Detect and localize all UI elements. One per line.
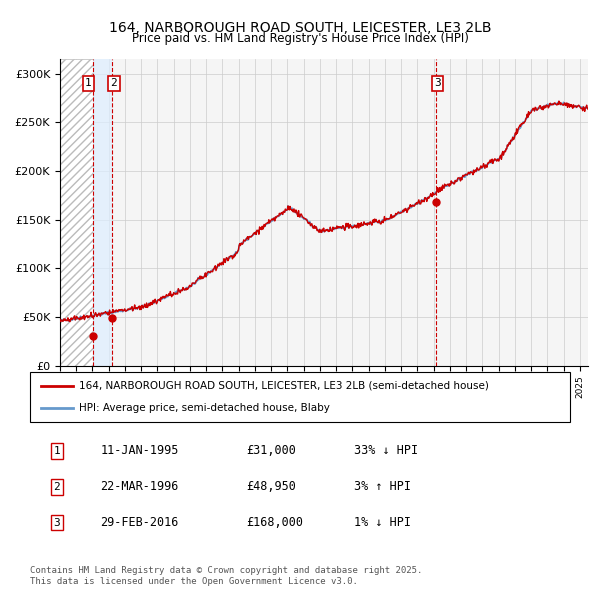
- Text: Contains HM Land Registry data © Crown copyright and database right 2025.
This d: Contains HM Land Registry data © Crown c…: [30, 566, 422, 586]
- Text: HPI: Average price, semi-detached house, Blaby: HPI: Average price, semi-detached house,…: [79, 403, 329, 413]
- Text: 11-JAN-1995: 11-JAN-1995: [100, 444, 179, 457]
- FancyBboxPatch shape: [30, 372, 570, 422]
- Text: 3: 3: [434, 78, 441, 88]
- Text: 164, NARBOROUGH ROAD SOUTH, LEICESTER, LE3 2LB: 164, NARBOROUGH ROAD SOUTH, LEICESTER, L…: [109, 21, 491, 35]
- Text: 33% ↓ HPI: 33% ↓ HPI: [354, 444, 418, 457]
- Text: 1% ↓ HPI: 1% ↓ HPI: [354, 516, 411, 529]
- Text: 2: 2: [110, 78, 118, 88]
- Text: 2: 2: [53, 482, 61, 491]
- Text: 1: 1: [53, 446, 61, 456]
- Bar: [93, 59, 112, 366]
- Text: 164, NARBOROUGH ROAD SOUTH, LEICESTER, LE3 2LB (semi-detached house): 164, NARBOROUGH ROAD SOUTH, LEICESTER, L…: [79, 381, 488, 391]
- Text: 22-MAR-1996: 22-MAR-1996: [100, 480, 179, 493]
- Text: Price paid vs. HM Land Registry's House Price Index (HPI): Price paid vs. HM Land Registry's House …: [131, 32, 469, 45]
- Text: £168,000: £168,000: [246, 516, 303, 529]
- Bar: [60, 59, 93, 366]
- Text: 1: 1: [85, 78, 91, 88]
- Text: 29-FEB-2016: 29-FEB-2016: [100, 516, 179, 529]
- Text: 3% ↑ HPI: 3% ↑ HPI: [354, 480, 411, 493]
- Text: 3: 3: [53, 517, 61, 527]
- Text: £31,000: £31,000: [246, 444, 296, 457]
- Text: £48,950: £48,950: [246, 480, 296, 493]
